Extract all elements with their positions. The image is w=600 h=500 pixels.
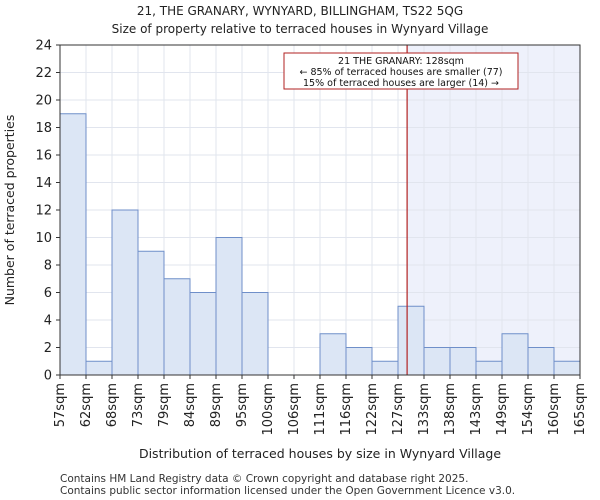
bar-84sqm [189,292,217,376]
bar-89sqm [215,237,243,376]
x-tick-label-84sqm: 84sqm [183,383,198,427]
bar-127sqm [397,305,425,376]
footer-copyright: Contains HM Land Registry data © Crown c… [60,473,469,485]
y-tick-label: 24 [35,39,52,54]
x-tick-label-89sqm: 89sqm [209,383,224,427]
x-tick-label-79sqm: 79sqm [157,383,172,427]
x-tick-label-143sqm: 143sqm [469,383,484,436]
y-tick-label: 0 [44,369,52,384]
y-tick-label: 6 [44,286,52,301]
bar-57sqm [59,113,87,376]
bar-149sqm [501,333,529,376]
y-tick-label: 16 [35,149,52,164]
x-tick-label-133sqm: 133sqm [417,383,432,436]
x-tick-label-127sqm: 127sqm [391,383,406,436]
x-tick-label-160sqm: 160sqm [547,383,562,436]
y-axis-label: Number of terraced properties [2,115,17,306]
x-tick-label-154sqm: 154sqm [521,383,536,436]
bar-116sqm [345,347,373,376]
y-tick-label: 22 [35,66,52,81]
bar-79sqm [163,278,191,376]
y-tick-label: 12 [35,204,52,219]
annotation-line-1: 21 THE GRANARY: 128sqm [338,56,464,67]
x-tick-label-62sqm: 62sqm [79,383,94,427]
y-tick-label: 18 [35,121,52,136]
bar-68sqm [111,209,139,376]
bar-122sqm [371,360,399,376]
chart-subtitle: Size of property relative to terraced ho… [111,22,489,36]
x-tick-label-165sqm: 165sqm [573,383,588,436]
x-tick-label-138sqm: 138sqm [443,383,458,436]
bar-133sqm [423,347,451,376]
x-tick-label-73sqm: 73sqm [131,383,146,427]
x-tick-label-95sqm: 95sqm [235,383,250,427]
footer-licence: Contains public sector information licen… [60,485,516,497]
annotation-box [283,52,519,90]
x-tick-label-106sqm: 106sqm [287,383,302,436]
y-tick-label: 20 [35,94,52,109]
x-tick-label-149sqm: 149sqm [495,383,510,436]
y-tick-label: 10 [35,231,52,246]
bar-73sqm [137,250,165,376]
annotation-line-2: ← 85% of terraced houses are smaller (77… [299,67,502,78]
bar-62sqm [85,360,113,376]
annotation-line-3: 15% of terraced houses are larger (14) → [303,78,499,89]
bar-154sqm [527,347,555,376]
y-tick-label: 4 [44,314,52,329]
x-tick-label-122sqm: 122sqm [365,383,380,436]
bar-138sqm [449,347,477,376]
y-tick-label: 14 [35,176,52,191]
y-tick-label: 8 [44,259,52,274]
x-tick-label-116sqm: 116sqm [339,383,354,436]
x-tick-label-100sqm: 100sqm [261,383,276,436]
bar-160sqm [553,360,581,376]
x-axis-label: Distribution of terraced houses by size … [139,446,501,461]
bar-143sqm [475,360,503,376]
x-tick-label-57sqm: 57sqm [53,383,68,427]
x-tick-label-68sqm: 68sqm [105,383,120,427]
chart-title: 21, THE GRANARY, WYNYARD, BILLINGHAM, TS… [136,4,464,18]
bar-111sqm [319,333,347,376]
y-tick-label: 2 [44,341,52,356]
x-tick-label-111sqm: 111sqm [313,383,328,436]
bar-95sqm [241,292,269,376]
